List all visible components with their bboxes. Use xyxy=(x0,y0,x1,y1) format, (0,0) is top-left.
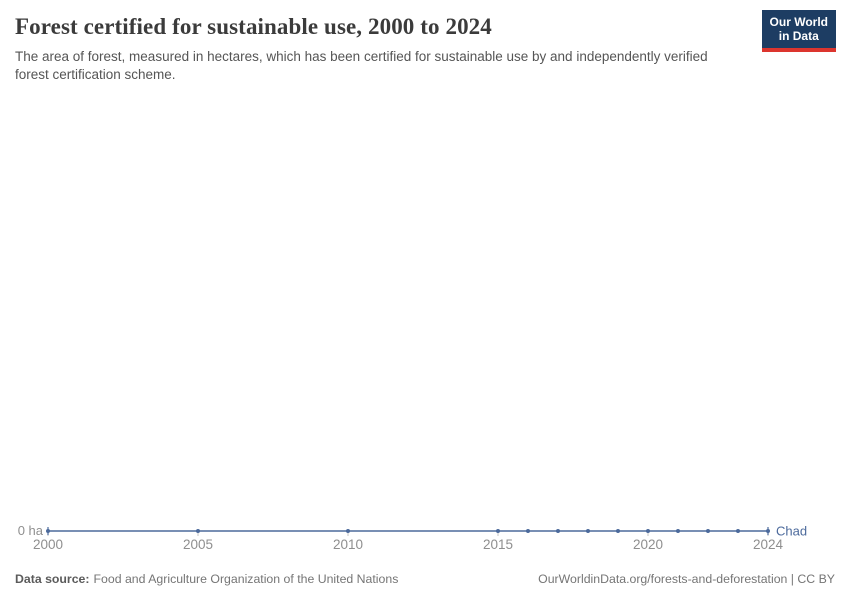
data-point[interactable] xyxy=(196,529,200,533)
owid-logo-line2: in Data xyxy=(778,29,819,44)
x-tick-label: 2020 xyxy=(633,537,663,552)
data-point[interactable] xyxy=(556,529,560,533)
data-source-label: Data source: xyxy=(15,572,90,586)
data-point[interactable] xyxy=(496,529,500,533)
entity-label[interactable]: Chad xyxy=(776,524,807,539)
chart-subtitle: The area of forest, measured in hectares… xyxy=(15,49,708,83)
data-source[interactable]: Data source: Food and Agriculture Organiz… xyxy=(15,572,398,586)
page-title: Forest certified for sustainable use, 20… xyxy=(15,14,492,39)
data-source-text: Food and Agriculture Organization of the… xyxy=(93,572,399,586)
owid-logo[interactable]: Our World in Data xyxy=(761,10,836,52)
x-tick-label: 2010 xyxy=(333,537,363,552)
data-point[interactable] xyxy=(616,529,620,533)
x-tick-label: 2015 xyxy=(483,537,513,552)
chart-canvas[interactable]: 2000 2005 2010 2015 2020 2024 0 ha Chad xyxy=(0,490,850,560)
data-point[interactable] xyxy=(766,529,770,533)
data-point[interactable] xyxy=(526,529,530,533)
data-point[interactable] xyxy=(46,529,50,533)
data-point[interactable] xyxy=(706,529,710,533)
data-point[interactable] xyxy=(586,529,590,533)
y-zero-label: 0 ha xyxy=(18,523,44,538)
data-point[interactable] xyxy=(736,529,740,533)
owid-url-link[interactable]: OurWorldinData.org/forests-and-deforesta… xyxy=(538,572,835,586)
data-point[interactable] xyxy=(646,529,650,533)
x-tick-label: 2000 xyxy=(33,537,63,552)
x-tick-label: 2024 xyxy=(753,537,784,552)
chart-footer: Data source: Food and Agriculture Organiz… xyxy=(15,572,835,586)
data-point[interactable] xyxy=(676,529,680,533)
owid-logo-line1: Our World xyxy=(769,15,828,29)
data-point[interactable] xyxy=(346,529,350,533)
chart-header: Forest certified for sustainable use, 20… xyxy=(15,14,750,84)
x-tick-label: 2005 xyxy=(183,537,213,552)
